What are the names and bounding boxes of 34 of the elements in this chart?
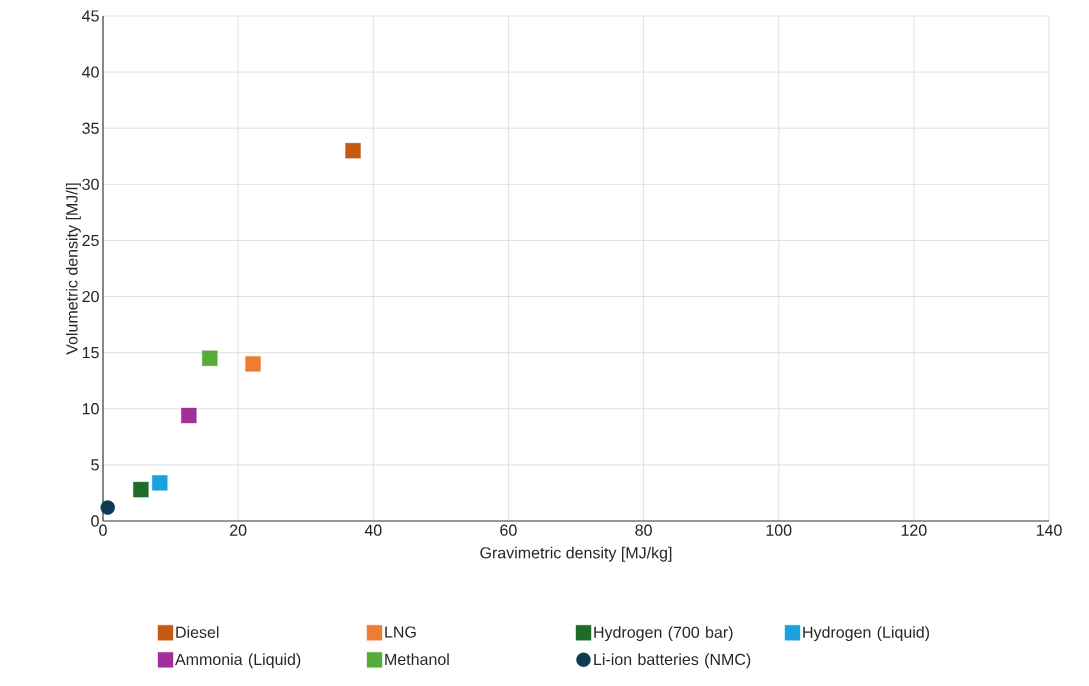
y-tick-label: 10 — [82, 403, 99, 415]
y-tick-label: 20 — [82, 290, 99, 303]
y-tick-label: 0 — [91, 515, 99, 527]
point — [245, 356, 261, 372]
legend-label: Methanol — [385, 653, 449, 666]
x-tick-label: 0 — [99, 524, 107, 536]
y-tick-label: 25 — [82, 234, 99, 247]
point — [100, 500, 115, 515]
y-tick-label: 40 — [82, 66, 99, 78]
x-tick-label: 20 — [230, 524, 247, 536]
y-tick-label: 30 — [82, 178, 99, 190]
legend-label: Ammonia (Liquid) — [175, 653, 301, 669]
y-tick-label: 5 — [91, 459, 99, 471]
x-tick-label: 100 — [766, 524, 792, 536]
point — [152, 475, 168, 491]
legend-label: Diesel — [176, 626, 219, 638]
point — [181, 407, 197, 424]
point — [133, 481, 149, 498]
x-tick-label: 60 — [500, 524, 517, 536]
legend-label: Hydrogen (Liquid) — [803, 626, 930, 642]
x-axis-title: Gravimetric density [MJ/kg] — [480, 546, 672, 562]
legend-label: LNG — [385, 626, 416, 638]
point — [345, 142, 361, 159]
x-tick-label: 140 — [1036, 524, 1062, 536]
legend-label: Li-ion batteries (NMC) — [594, 653, 751, 669]
y-axis-title: Volumetric density [MJ/l] — [65, 183, 81, 355]
legend-label: Hydrogen (700 bar) — [594, 626, 733, 642]
x-tick-label: 40 — [364, 524, 382, 536]
x-tick-label: 120 — [901, 524, 927, 536]
y-tick-label: 45 — [82, 10, 99, 22]
y-tick-label: 15 — [82, 347, 99, 359]
point — [202, 350, 218, 366]
y-tick-label: 35 — [82, 122, 99, 134]
x-tick-label: 80 — [635, 524, 652, 536]
